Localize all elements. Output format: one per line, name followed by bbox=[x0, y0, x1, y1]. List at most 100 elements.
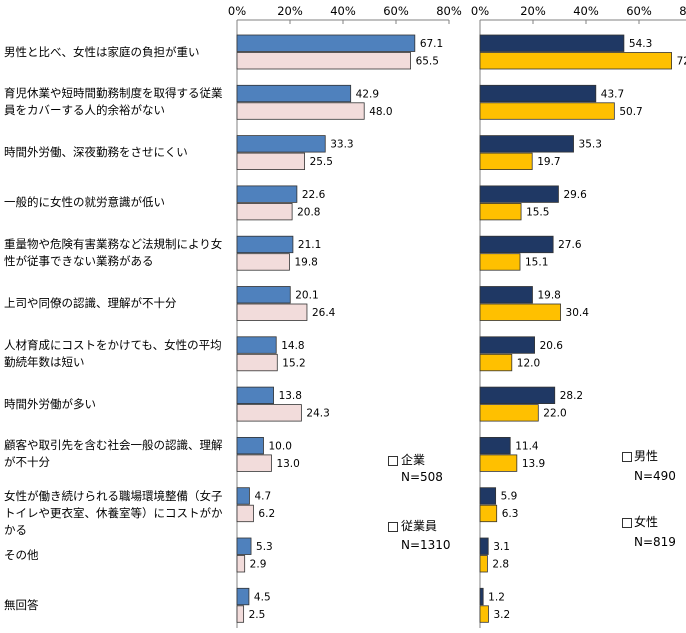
value-label: 19.8 bbox=[294, 257, 317, 269]
value-label: 2.9 bbox=[250, 559, 267, 571]
bar-dansei bbox=[479, 34, 625, 52]
legend-label-dansei: 男性 bbox=[634, 449, 659, 463]
bar-dansei bbox=[479, 84, 597, 103]
bar-dansei bbox=[479, 436, 511, 455]
x-tick-label: 20% bbox=[520, 4, 546, 18]
bar-dansei bbox=[479, 135, 574, 153]
bar-jugyoin bbox=[236, 555, 246, 573]
bar-kigyo bbox=[236, 286, 291, 304]
bar-kigyo bbox=[236, 84, 352, 103]
value-label: 43.7 bbox=[601, 88, 624, 100]
value-label: 65.5 bbox=[416, 56, 439, 68]
category-label: 上司や同僚の認識、理解が不十分 bbox=[4, 296, 177, 310]
category-label: 重量物や危険有害業務など法規制により女性が従事できない業務がある bbox=[4, 237, 223, 269]
value-label: 19.7 bbox=[537, 156, 560, 168]
category-label: 無回答 bbox=[4, 597, 39, 612]
value-label: 15.1 bbox=[525, 257, 548, 269]
value-label: 48.0 bbox=[369, 106, 392, 118]
value-label: 15.2 bbox=[282, 357, 305, 369]
value-label: 29.6 bbox=[563, 189, 587, 201]
value-label: 21.1 bbox=[298, 239, 321, 251]
bar-josei bbox=[479, 504, 498, 523]
bar-jugyoin bbox=[236, 605, 245, 623]
legend-swatch-jugyoin bbox=[388, 522, 398, 532]
value-label: 11.4 bbox=[515, 440, 539, 452]
category-label: 顧客や取引先を含む社会一般の認識、理解が不十分 bbox=[4, 438, 223, 470]
value-label: 2.5 bbox=[249, 609, 266, 621]
bar-josei bbox=[479, 605, 489, 623]
category-label: 時間外労働、深夜勤務をさせにくい bbox=[4, 145, 188, 160]
value-label: 19.8 bbox=[537, 290, 560, 302]
bar-jugyoin bbox=[236, 504, 254, 523]
value-label: 22.0 bbox=[543, 408, 566, 420]
x-tick-label: 0% bbox=[471, 4, 489, 18]
category-label: 育児休業や短時間勤務制度を取得する従業員をカバーする人的余裕がない bbox=[4, 86, 223, 118]
bar-jugyoin bbox=[236, 404, 302, 422]
legend-n-josei: N=819 bbox=[634, 535, 676, 549]
value-label: 5.3 bbox=[256, 541, 273, 553]
bar-josei bbox=[479, 152, 533, 171]
bar-kigyo bbox=[236, 487, 250, 505]
legend-label-jugyoin: 従業員 bbox=[401, 519, 438, 533]
bar-dansei bbox=[479, 336, 535, 354]
bar-kigyo bbox=[236, 135, 326, 153]
x-tick-label: 40% bbox=[573, 4, 599, 18]
category-label: 時間外労働が多い bbox=[4, 396, 96, 411]
category-label: 女性が働き続けられる職場環境整備（女子トイレや更衣室、休養室等）にコストがかかる bbox=[4, 488, 223, 537]
bar-josei bbox=[479, 102, 615, 120]
bar-josei bbox=[479, 404, 539, 422]
value-label: 4.7 bbox=[254, 491, 271, 503]
value-label: 50.7 bbox=[619, 106, 642, 118]
value-label: 2.8 bbox=[492, 559, 509, 571]
legend-swatch-kigyo bbox=[388, 456, 398, 466]
value-label: 24.3 bbox=[306, 408, 329, 420]
bar-josei bbox=[479, 454, 518, 472]
value-label: 42.9 bbox=[356, 88, 379, 100]
bar-kigyo bbox=[236, 537, 252, 555]
bar-kigyo bbox=[236, 386, 274, 405]
value-label: 4.5 bbox=[254, 591, 271, 603]
value-label: 26.4 bbox=[312, 307, 336, 319]
value-label: 5.9 bbox=[501, 491, 518, 503]
bar-josei bbox=[479, 353, 513, 372]
value-label: 27.6 bbox=[558, 239, 582, 251]
value-label: 13.0 bbox=[276, 458, 299, 470]
value-label: 33.3 bbox=[330, 139, 353, 151]
bar-josei bbox=[479, 202, 522, 221]
bar-josei bbox=[479, 253, 521, 271]
bar-dansei bbox=[479, 537, 489, 555]
bar-josei bbox=[479, 555, 488, 573]
bar-josei bbox=[479, 303, 561, 321]
value-label: 13.9 bbox=[522, 458, 545, 470]
bar-kigyo bbox=[236, 235, 294, 254]
x-tick-label: 20% bbox=[277, 4, 303, 18]
bar-dansei bbox=[479, 487, 497, 505]
value-label: 25.5 bbox=[310, 156, 333, 168]
bar-kigyo bbox=[236, 436, 264, 455]
bar-kigyo bbox=[236, 587, 250, 606]
value-label: 12.0 bbox=[517, 357, 540, 369]
legend-swatch-josei bbox=[622, 518, 632, 528]
value-label: 15.5 bbox=[526, 206, 549, 218]
x-tick-label: 0% bbox=[228, 4, 246, 18]
legend-label-josei: 女性 bbox=[634, 515, 659, 529]
value-label: 20.6 bbox=[540, 340, 564, 352]
value-label: 6.2 bbox=[258, 508, 275, 520]
category-label: 一般的に女性の就労意識が低い bbox=[4, 195, 165, 210]
bar-jugyoin bbox=[236, 253, 290, 271]
value-label: 6.3 bbox=[502, 508, 519, 520]
bar-dansei bbox=[479, 235, 554, 254]
value-label: 1.2 bbox=[488, 591, 505, 603]
bar-jugyoin bbox=[236, 303, 308, 321]
x-tick-label: 60% bbox=[383, 4, 409, 18]
category-label: 人材育成にコストをかけても、女性の平均勤続年数は短い bbox=[4, 337, 222, 369]
value-label: 10.0 bbox=[269, 440, 292, 452]
legend-n-kigyo: N=508 bbox=[401, 470, 443, 484]
bar-jugyoin bbox=[236, 152, 305, 171]
legend-n-dansei: N=490 bbox=[634, 469, 676, 483]
value-label: 28.2 bbox=[560, 390, 583, 402]
x-tick-label: 80% bbox=[436, 4, 462, 18]
legend-n-jugyoin: N=1310 bbox=[401, 538, 451, 552]
legend-label-kigyo: 企業 bbox=[401, 453, 426, 467]
